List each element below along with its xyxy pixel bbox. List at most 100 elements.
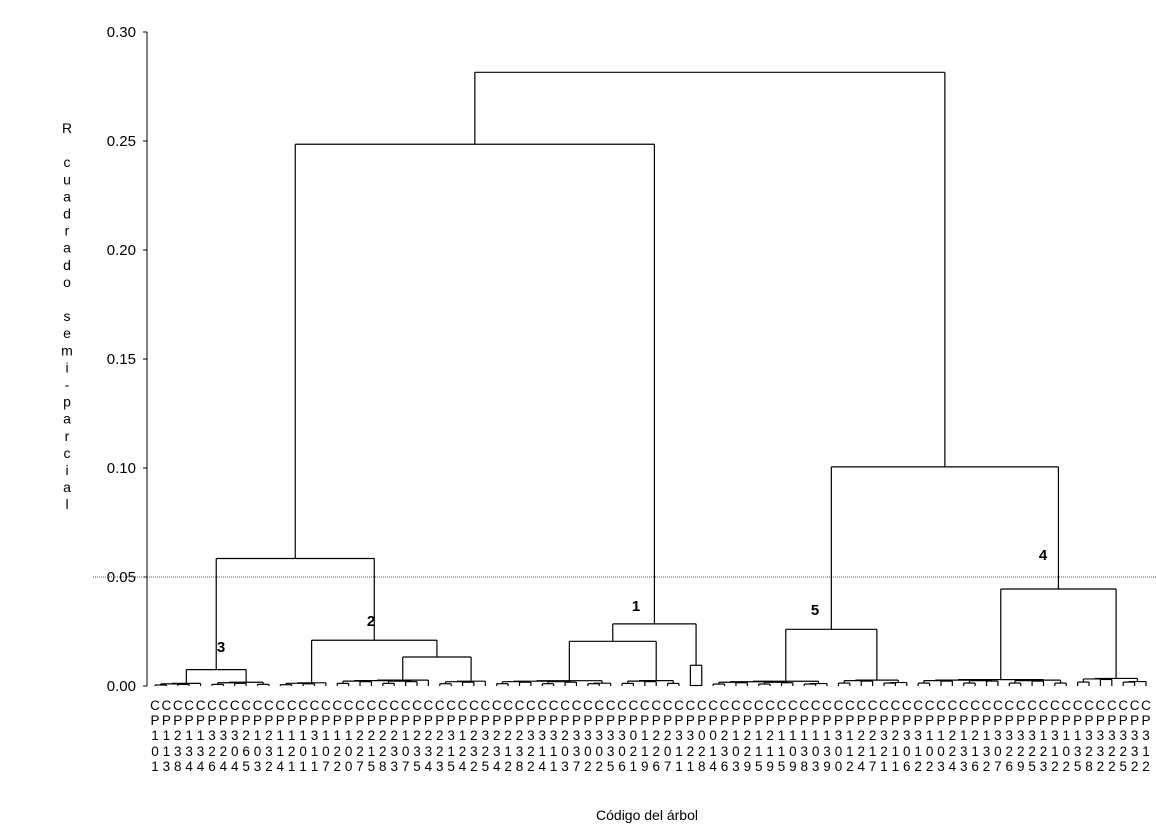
leaf-label-char: 6 [721,759,729,774]
leaf-label-char: C [401,698,411,713]
leaf-label-char: P [1050,713,1059,728]
leaf-label-char: 4 [857,759,865,774]
leaf-label-char: 1 [732,728,740,743]
leaf-label-char: 5 [755,759,763,774]
leaf-label-char: 2 [1028,744,1036,759]
leaf-label-char: 1 [971,744,979,759]
leaf-label-char: C [1039,698,1049,713]
leaf-label-char: 2 [242,728,250,743]
leaf-label-char: P [390,713,399,728]
leaf-label-char: P [219,713,228,728]
y-axis-title-char: r [65,428,70,444]
leaf-label-char: 3 [265,744,273,759]
y-axis-title-char: m [61,342,73,358]
leaf-label-char: P [857,713,866,728]
leaf-label-char: 2 [1108,759,1116,774]
leaf-label-char: 1 [812,728,820,743]
leaf-label-char: 1 [447,744,455,759]
leaf-label-char: 1 [892,759,900,774]
leaf-label-char: 2 [1131,759,1139,774]
leaf-label-char: 3 [607,744,615,759]
leaf-label-char: 5 [447,759,455,774]
leaf-label-char: 0 [835,759,843,774]
leaf-label-char: C [1027,698,1037,713]
leaf-label-char: P [583,713,592,728]
leaf-label-char: C [1016,698,1026,713]
leaf-label-char: 0 [926,744,934,759]
leaf-label-char: 1 [550,744,558,759]
leaf-label-char: 7 [573,759,581,774]
leaf-label-char: 2 [220,744,228,759]
leaf-label-char: C [1004,698,1014,713]
leaf-label-char: 2 [766,728,774,743]
leaf-label-char: P [811,713,820,728]
leaf-label-char: 2 [436,744,444,759]
leaf-label-char: P [173,713,182,728]
leaf-label-char: P [561,713,570,728]
leaf-label-char: P [207,713,216,728]
leaf-label-char: 1 [846,728,854,743]
leaf-label-char: 3 [618,728,626,743]
leaf-label-char: P [162,713,171,728]
leaf-label-char: 4 [197,759,205,774]
leaf-label-char: 3 [1040,759,1048,774]
leaf-label-char: 2 [265,728,273,743]
leaf-label-char: C [492,698,502,713]
leaf-label-char: 3 [903,728,911,743]
x-axis-title: Código del árbol [596,807,698,823]
leaf-label-char: C [617,698,627,713]
leaf-label-char: C [424,698,434,713]
leaf-label-char: 9 [823,759,831,774]
leaf-label-char: P [150,713,159,728]
leaf-label-char: 2 [333,759,341,774]
y-axis-title-char: r [65,223,70,239]
leaf-label-char: P [618,713,627,728]
leaf-label-char: P [754,713,763,728]
leaf-label-char: 1 [368,744,376,759]
leaf-label-char: C [355,698,365,713]
leaf-label-char: C [697,698,707,713]
y-axis-title-char: c [64,154,71,170]
leaf-label-char: 2 [527,744,535,759]
leaf-label-char: 1 [675,744,683,759]
cluster-label-3: 3 [217,639,225,656]
leaf-label-char: P [948,713,957,728]
leaf-label-char: C [822,698,832,713]
leaf-label-char: C [150,698,160,713]
leaf-label-char: 8 [698,759,706,774]
leaf-label-char: 0 [903,744,911,759]
leaf-label-char: 3 [482,728,490,743]
leaf-label-char: 1 [151,759,159,774]
leaf-label-char: C [663,698,673,713]
leaf-label-char: C [287,698,297,713]
leaf-label-char: P [447,713,456,728]
leaf-label-char: 1 [709,744,717,759]
leaf-label-char: P [640,713,649,728]
leaf-label-char: P [435,713,444,728]
leaf-label-char: P [766,713,775,728]
leaf-label-char: 0 [664,744,672,759]
y-axis-title-char: p [63,394,71,410]
leaf-label-char: P [458,713,467,728]
y-axis-title-char: d [63,206,71,222]
leaf-label-char: 1 [789,728,797,743]
leaf-label-char: 8 [174,759,182,774]
leaf-label-char: 1 [299,728,307,743]
leaf-label-char: 9 [789,759,797,774]
leaf-label-char: 2 [333,744,341,759]
leaf-label-char: C [1107,698,1117,713]
leaf-label-char: 9 [766,759,774,774]
leaf-label-char: C [241,698,251,713]
leaf-label-char: 3 [197,744,205,759]
leaf-label-char: P [652,713,661,728]
leaf-label-char: 3 [573,744,581,759]
leaf-label-char: 7 [869,759,877,774]
leaf-label-char: 2 [1119,744,1127,759]
leaf-label-char: 2 [356,728,364,743]
leaf-label-char: 2 [470,759,478,774]
leaf-label-char: P [538,713,547,728]
leaf-label-char: C [959,698,969,713]
leaf-label-char: C [435,698,445,713]
leaf-label-char: 3 [527,728,535,743]
leaf-label-char: P [936,713,945,728]
